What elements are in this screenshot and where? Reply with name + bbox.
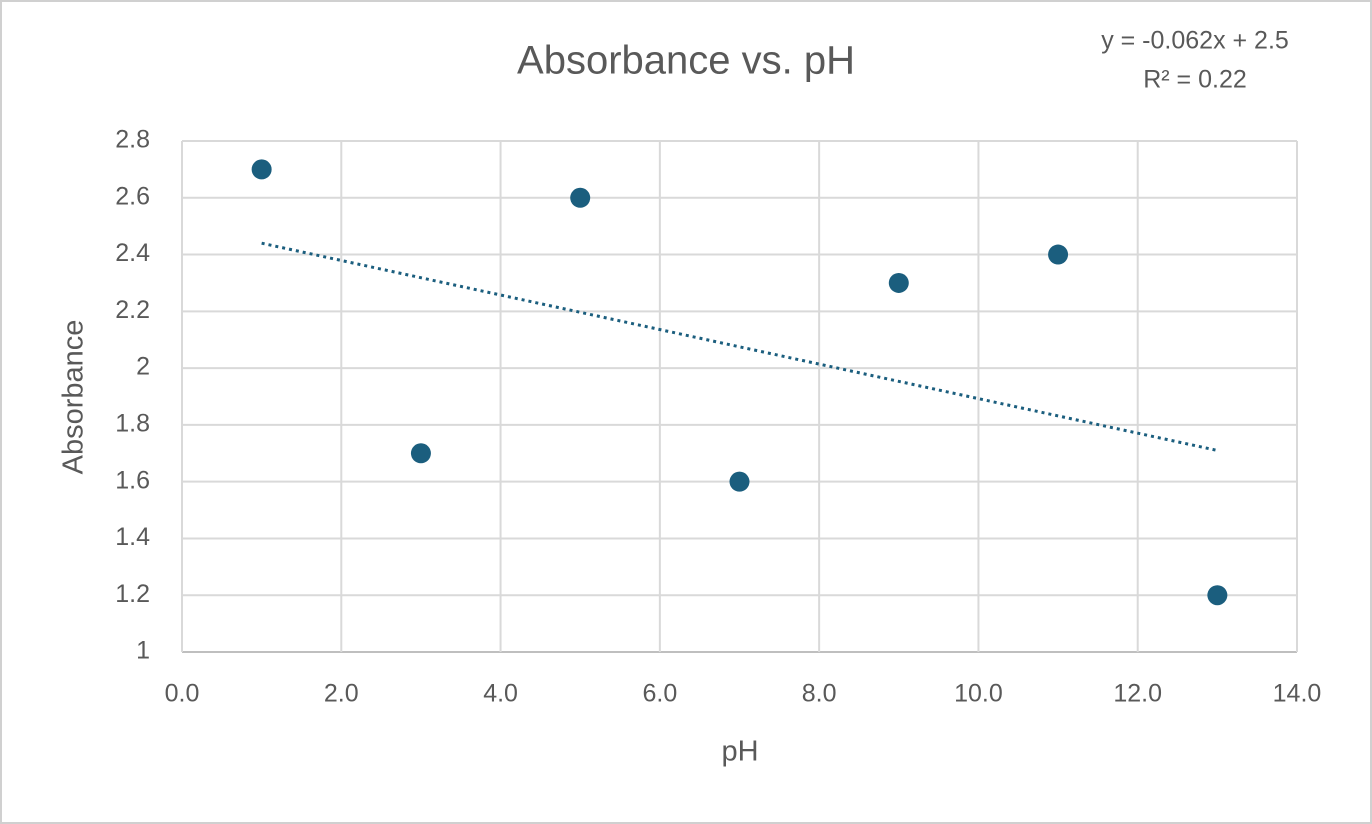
y-tick-label: 2.2 [115,296,150,324]
y-axis-label: Absorbance [58,320,90,475]
trend-equation: y = -0.062x + 2.5 [1101,27,1289,55]
y-tick-label: 1.8 [115,409,150,437]
y-tick-label: 2.6 [115,182,150,210]
y-tick-label: 1.6 [115,466,150,494]
data-point [251,159,272,180]
y-tick-label: 2.4 [115,239,150,267]
y-tick-label: 1.4 [115,523,150,551]
y-tick-label: 1 [136,637,150,665]
x-tick-label: 4.0 [483,680,518,708]
data-point [410,443,431,464]
data-point [729,471,750,492]
x-axis-label: pH [721,736,758,768]
data-point [1207,585,1228,606]
data-point [888,272,909,293]
x-tick-label: 14.0 [1273,680,1322,708]
x-tick-label: 6.0 [642,680,677,708]
x-tick-label: 10.0 [954,680,1003,708]
x-tick-label: 2.0 [324,680,359,708]
trendline [261,241,1218,452]
x-tick-label: 12.0 [1113,680,1162,708]
data-point [1048,244,1069,265]
x-tick-label: 0.0 [165,680,200,708]
y-tick-label: 2 [136,353,150,381]
x-tick-label: 8.0 [802,680,837,708]
chart-title: Absorbance vs. pH [517,39,855,83]
y-tick-label: 2.8 [115,126,150,154]
data-point [570,187,591,208]
r-squared: R² = 0.22 [1143,66,1247,94]
y-tick-label: 1.2 [115,580,150,608]
